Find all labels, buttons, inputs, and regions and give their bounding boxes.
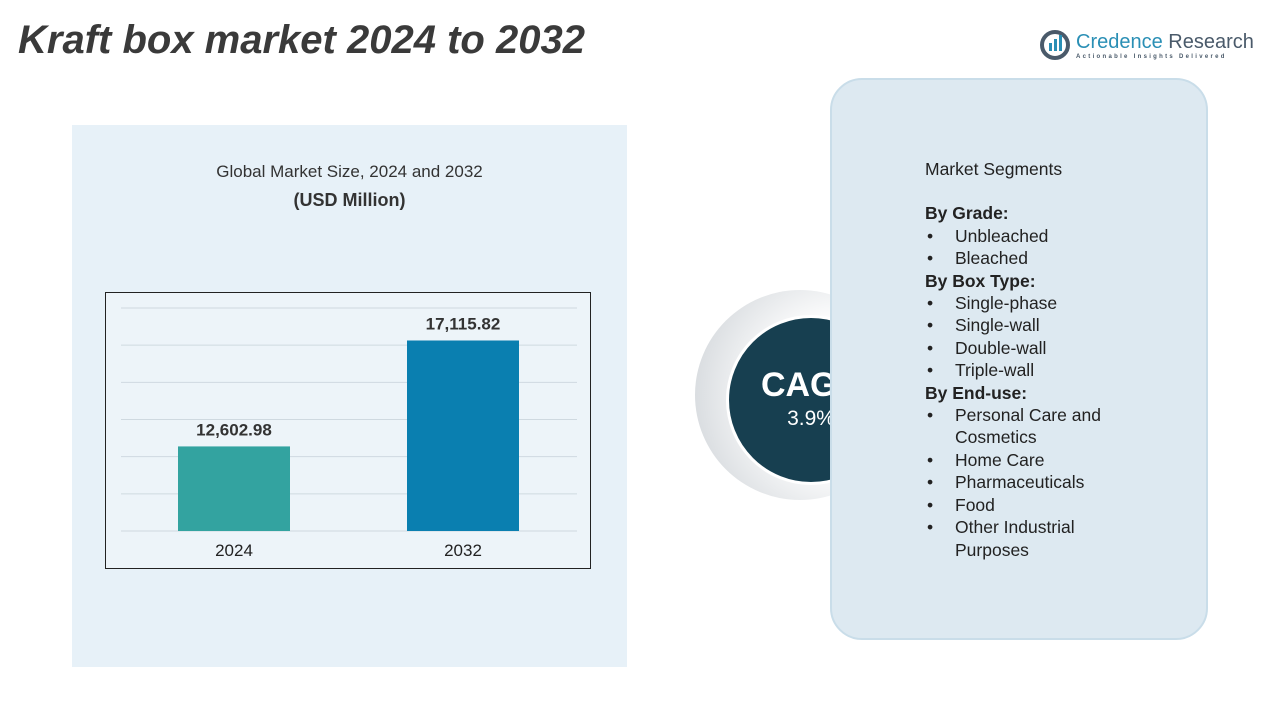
segment-item: Single-wall xyxy=(925,314,1145,337)
segment-item: Unbleached xyxy=(925,225,1145,248)
segments-list: Market Segments By Grade:UnbleachedBleac… xyxy=(925,158,1145,561)
segment-item: Home Care xyxy=(925,449,1145,472)
x-tick-label: 2024 xyxy=(215,541,253,560)
x-tick-label: 2032 xyxy=(444,541,482,560)
data-label: 17,115.82 xyxy=(426,314,501,333)
segment-group-title: By Box Type: xyxy=(925,270,1036,291)
chart-heading: Global Market Size, 2024 and 2032 xyxy=(216,162,483,181)
segment-group-title: By Grade: xyxy=(925,203,1009,224)
logo-icon xyxy=(1040,30,1070,60)
segment-item: Double-wall xyxy=(925,337,1145,360)
chart-svg: 12,602.98 2024 17,115.82 2032 xyxy=(121,307,577,560)
cagr-value: 3.9% xyxy=(787,407,835,430)
segments-heading: Market Segments xyxy=(925,159,1063,179)
segment-item: Food xyxy=(925,494,1145,517)
segment-group-title: By End-use: xyxy=(925,382,1028,403)
segment-item: Personal Care and Cosmetics xyxy=(925,404,1145,449)
logo-tagline: Actionable Insights Delivered xyxy=(1076,53,1227,60)
logo-name: Credence xyxy=(1076,30,1163,53)
segment-item: Triple-wall xyxy=(925,359,1145,382)
segment-item: Single-phase xyxy=(925,292,1145,315)
segment-item: Bleached xyxy=(925,247,1145,270)
bar-2024 xyxy=(178,446,290,531)
data-label: 12,602.98 xyxy=(196,420,272,439)
segment-item: Other Industrial Purposes xyxy=(925,516,1145,561)
segment-item: Pharmaceuticals xyxy=(925,471,1145,494)
logo-name-2: Research xyxy=(1162,30,1254,53)
page-title: Kraft box market 2024 to 2032 xyxy=(18,18,585,62)
bar-chart: 12,602.98 2024 17,115.82 2032 xyxy=(105,292,591,569)
bar-2032 xyxy=(407,340,519,531)
credence-research-logo: Credence Research Actionable Insights De… xyxy=(1040,30,1254,60)
chart-unit: (USD Million) xyxy=(293,190,406,210)
